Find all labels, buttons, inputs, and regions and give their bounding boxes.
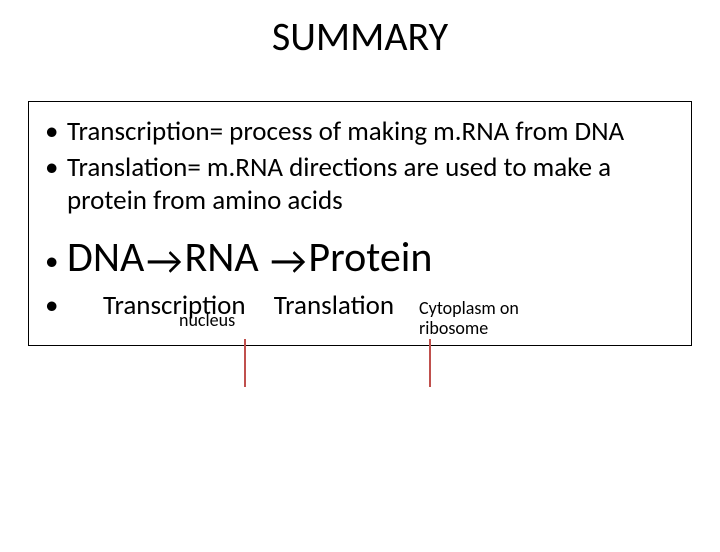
label-translation: Translation	[274, 289, 394, 322]
bullet-translation-def: Translation= m.RNA directions are used t…	[43, 152, 677, 217]
arrow-icon: →	[268, 236, 308, 285]
slide-title: SUMMARY	[0, 12, 720, 61]
content-box: Transcription= process of making m.RNA f…	[28, 101, 692, 346]
location-cytoplasm: Cytoplasm on ribosome	[419, 299, 559, 339]
central-dogma-flow: DNA→RNA →Protein	[43, 235, 677, 283]
arrow-icon: →	[144, 236, 184, 285]
connector-line-icon	[244, 339, 246, 387]
connector-line-icon	[429, 339, 431, 387]
flow-protein: Protein	[308, 232, 432, 283]
flow-dna: DNA	[67, 232, 144, 283]
flow-rna: RNA	[184, 232, 258, 283]
bullet-transcription-def: Transcription= process of making m.RNA f…	[43, 116, 677, 148]
process-labels: Transcription Translation	[43, 291, 677, 321]
location-nucleus: nucleus	[179, 309, 235, 331]
